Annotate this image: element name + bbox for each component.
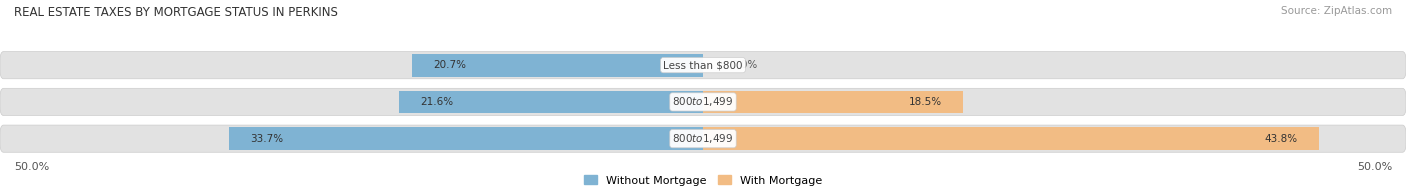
Text: 18.5%: 18.5% [908,97,942,107]
Text: 20.7%: 20.7% [433,60,465,70]
FancyBboxPatch shape [0,125,1406,152]
Text: Less than $800: Less than $800 [664,60,742,70]
Bar [703,127,1319,150]
Text: $800 to $1,499: $800 to $1,499 [672,132,734,145]
Bar [703,91,963,113]
Text: 50.0%: 50.0% [14,162,49,172]
FancyBboxPatch shape [0,88,1406,115]
Bar [229,127,703,150]
Text: 33.7%: 33.7% [250,134,284,144]
Text: 0.0%: 0.0% [731,60,758,70]
Legend: Without Mortgage, With Mortgage: Without Mortgage, With Mortgage [579,171,827,190]
Text: $800 to $1,499: $800 to $1,499 [672,95,734,108]
Text: Source: ZipAtlas.com: Source: ZipAtlas.com [1281,6,1392,16]
Text: REAL ESTATE TAXES BY MORTGAGE STATUS IN PERKINS: REAL ESTATE TAXES BY MORTGAGE STATUS IN … [14,6,337,19]
Text: 50.0%: 50.0% [1357,162,1392,172]
Bar [399,91,703,113]
Bar [412,54,703,77]
Text: 43.8%: 43.8% [1264,134,1298,144]
Text: 21.6%: 21.6% [420,97,454,107]
FancyBboxPatch shape [0,52,1406,79]
